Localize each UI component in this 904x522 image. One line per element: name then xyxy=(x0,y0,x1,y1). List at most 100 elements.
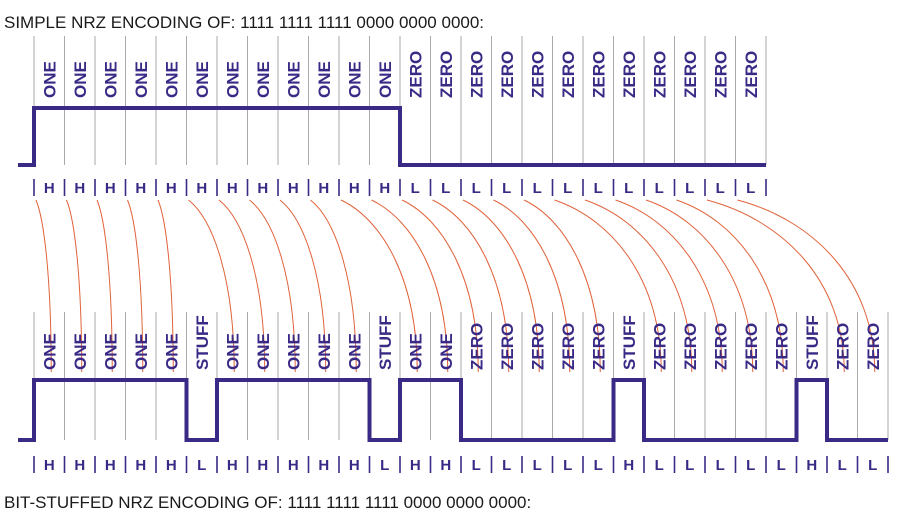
bit-label: ONE xyxy=(437,333,456,370)
bit-label: ONE xyxy=(132,61,151,98)
bit-label: ZERO xyxy=(406,51,425,98)
level-label: L xyxy=(533,180,542,197)
level-label: L xyxy=(685,457,694,474)
mapping-curve xyxy=(737,199,876,373)
level-label: L xyxy=(838,457,847,474)
level-label: H xyxy=(257,180,268,197)
bit-stuffed-nrz-encoding: ONE ONE ONE ONE ONE STUFF ONE ONE ONE ONE ONE STUFF… xyxy=(18,312,889,474)
level-label: H xyxy=(288,180,299,197)
mapping-curve xyxy=(432,199,510,373)
bit-label: ZERO xyxy=(559,323,578,370)
bit-label: ZERO xyxy=(650,51,669,98)
mapping-curve xyxy=(584,199,693,373)
bit-label: ONE xyxy=(71,333,90,370)
mapping-curve xyxy=(401,199,479,373)
level-label: L xyxy=(594,180,603,197)
level-label: L xyxy=(868,457,877,474)
bit-mapping-lines xyxy=(35,199,876,373)
mapping-curve xyxy=(310,199,357,373)
level-label: L xyxy=(746,457,755,474)
bit-label: ONE xyxy=(101,333,120,370)
bit-label: ONE xyxy=(71,61,90,98)
mapping-curve xyxy=(554,199,662,373)
bit-label: ZERO xyxy=(467,51,486,98)
level-label: L xyxy=(502,457,511,474)
level-label: H xyxy=(74,457,85,474)
level-label: H xyxy=(318,457,329,474)
bit-label: ONE xyxy=(101,61,120,98)
bit-label: ZERO xyxy=(498,323,517,370)
bit-label: ONE xyxy=(162,61,181,98)
signal-waveform xyxy=(18,106,766,167)
bit-label: ONE xyxy=(345,333,364,370)
level-label: L xyxy=(716,180,725,197)
bit-label: ZERO xyxy=(772,323,791,370)
level-label: H xyxy=(105,180,116,197)
mapping-curve xyxy=(493,199,571,373)
bit-label: ZERO xyxy=(559,51,578,98)
mapping-curve xyxy=(127,199,144,373)
bit-label: ONE xyxy=(345,61,364,98)
level-label: L xyxy=(746,180,755,197)
simple-nrz-encoding: ONE ONE ONE ONE ONE ONE ONE ONE ONE ONE ONE ONE ZERO… xyxy=(18,36,767,197)
bit-label: ONE xyxy=(284,61,303,98)
top-title: SIMPLE NRZ ENCODING OF: 1111 1111 1111 0… xyxy=(4,13,484,32)
mapping-curve xyxy=(615,199,723,373)
level-label: L xyxy=(441,180,450,197)
bit-label: ONE xyxy=(284,333,303,370)
bit-label: ZERO xyxy=(498,51,517,98)
level-label: L xyxy=(685,180,694,197)
level-label: H xyxy=(44,457,55,474)
bit-label: ZERO xyxy=(833,323,852,370)
bit-label: ZERO xyxy=(864,323,883,370)
bit-label: ZERO xyxy=(528,323,547,370)
mapping-curve xyxy=(462,199,540,373)
bit-label: ZERO xyxy=(742,51,761,98)
bit-label: ZERO xyxy=(437,51,456,98)
bit-label: STUFF xyxy=(376,315,395,370)
mapping-curve xyxy=(96,199,113,373)
bit-label: ONE xyxy=(40,333,59,370)
bit-label: ONE xyxy=(254,333,273,370)
mapping-curve xyxy=(523,199,601,373)
level-label: L xyxy=(411,180,420,197)
bit-label: ZERO xyxy=(467,323,486,370)
mapping-curve xyxy=(66,199,83,373)
bit-label: ZERO xyxy=(589,51,608,98)
level-label: L xyxy=(472,180,481,197)
mapping-curve xyxy=(35,199,52,373)
level-label: L xyxy=(716,457,725,474)
level-label: H xyxy=(440,457,451,474)
level-label: H xyxy=(135,180,146,197)
level-label: L xyxy=(594,457,603,474)
level-label: H xyxy=(288,457,299,474)
level-label: L xyxy=(502,180,511,197)
bit-label: ZERO xyxy=(681,323,700,370)
bottom-title: BIT-STUFFED NRZ ENCODING OF: 1111 1111 1… xyxy=(4,493,531,512)
bit-label: ZERO xyxy=(528,51,547,98)
mapping-curve xyxy=(188,199,235,373)
level-label: L xyxy=(472,457,481,474)
bit-label: STUFF xyxy=(620,315,639,370)
level-label: L xyxy=(533,457,542,474)
mapping-curve xyxy=(676,199,784,373)
level-label: L xyxy=(563,457,572,474)
level-label: H xyxy=(806,457,817,474)
bit-label: ZERO xyxy=(681,51,700,98)
bit-label: ONE xyxy=(40,61,59,98)
bit-label: ZERO xyxy=(711,323,730,370)
bit-label: STUFF xyxy=(193,315,212,370)
level-label: H xyxy=(227,180,238,197)
level-label: H xyxy=(166,457,177,474)
level-label: H xyxy=(44,180,55,197)
level-label: L xyxy=(655,180,664,197)
bit-label: ZERO xyxy=(620,51,639,98)
level-label: H xyxy=(227,457,238,474)
level-label: H xyxy=(74,180,85,197)
level-label: L xyxy=(655,457,664,474)
bit-label: ONE xyxy=(315,61,334,98)
mapping-curve xyxy=(645,199,754,373)
bit-label: ZERO xyxy=(711,51,730,98)
bit-label: ONE xyxy=(406,333,425,370)
